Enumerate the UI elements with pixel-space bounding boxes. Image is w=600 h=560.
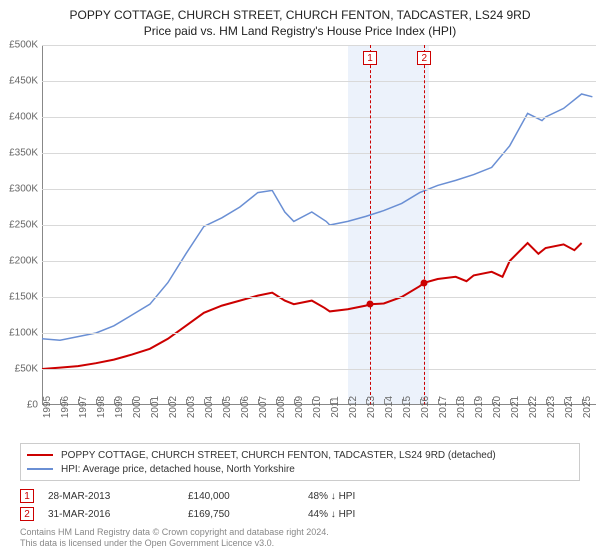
x-axis-label: 1997 bbox=[78, 396, 89, 418]
y-axis-label: £350K bbox=[9, 148, 38, 159]
sale-price: £140,000 bbox=[188, 491, 308, 502]
gridline bbox=[42, 81, 596, 82]
footer-copyright: Contains HM Land Registry data © Crown c… bbox=[20, 527, 580, 538]
x-axis-label: 2010 bbox=[312, 396, 323, 418]
x-axis-label: 2020 bbox=[492, 396, 503, 418]
x-axis-label: 2019 bbox=[474, 396, 485, 418]
x-axis-label: 2001 bbox=[150, 396, 161, 418]
sale-dot bbox=[421, 279, 428, 286]
sale-date: 28-MAR-2013 bbox=[48, 491, 188, 502]
y-axis-label: £250K bbox=[9, 220, 38, 231]
x-axis-label: 2018 bbox=[456, 396, 467, 418]
gridline bbox=[42, 45, 596, 46]
x-axis-label: 1998 bbox=[96, 396, 107, 418]
gridline bbox=[42, 369, 596, 370]
x-axis-label: 1996 bbox=[60, 396, 71, 418]
x-axis-label: 1999 bbox=[114, 396, 125, 418]
y-axis-label: £500K bbox=[9, 40, 38, 51]
x-axis-label: 1995 bbox=[42, 396, 53, 418]
x-axis-label: 2000 bbox=[132, 396, 143, 418]
legend-item: HPI: Average price, detached house, Nort… bbox=[27, 462, 573, 476]
plot-area: £0£50K£100K£150K£200K£250K£300K£350K£400… bbox=[42, 45, 596, 405]
x-axis-label: 2015 bbox=[402, 396, 413, 418]
gridline bbox=[42, 225, 596, 226]
sale-marker-index: 2 bbox=[417, 51, 431, 65]
legend-item: POPPY COTTAGE, CHURCH STREET, CHURCH FEN… bbox=[27, 448, 573, 462]
y-axis-label: £300K bbox=[9, 184, 38, 195]
x-axis-label: 2003 bbox=[186, 396, 197, 418]
gridline bbox=[42, 117, 596, 118]
legend-label: HPI: Average price, detached house, Nort… bbox=[61, 464, 295, 475]
x-axis-label: 2007 bbox=[258, 396, 269, 418]
x-axis-label: 2006 bbox=[240, 396, 251, 418]
title-block: POPPY COTTAGE, CHURCH STREET, CHURCH FEN… bbox=[0, 0, 600, 45]
sales-table: 1 28-MAR-2013£140,00048% ↓ HPI 2 31-MAR-201… bbox=[20, 487, 580, 523]
sale-marker-index: 1 bbox=[363, 51, 377, 65]
x-axis-label: 2011 bbox=[330, 396, 341, 418]
gridline bbox=[42, 153, 596, 154]
chart-container: POPPY COTTAGE, CHURCH STREET, CHURCH FEN… bbox=[0, 0, 600, 560]
gridline bbox=[42, 261, 596, 262]
x-axis-label: 2021 bbox=[510, 396, 521, 418]
legend: POPPY COTTAGE, CHURCH STREET, CHURCH FEN… bbox=[20, 443, 580, 481]
sale-marker-line bbox=[370, 45, 371, 405]
y-axis-label: £50K bbox=[15, 364, 38, 375]
x-axis-labels: 1995199619971998199920002001200220032004… bbox=[42, 405, 596, 439]
x-axis-label: 2012 bbox=[348, 396, 359, 418]
x-axis-label: 2008 bbox=[276, 396, 287, 418]
table-row: 2 31-MAR-2016£169,75044% ↓ HPI bbox=[20, 505, 580, 523]
x-axis-label: 2016 bbox=[420, 396, 431, 418]
x-axis-label: 2024 bbox=[564, 396, 575, 418]
gridline bbox=[42, 189, 596, 190]
footer-licence: This data is licensed under the Open Gov… bbox=[20, 538, 580, 549]
x-axis-label: 2022 bbox=[528, 396, 539, 418]
chart-subtitle: Price paid vs. HM Land Registry's House … bbox=[10, 24, 590, 40]
y-axis-label: £100K bbox=[9, 328, 38, 339]
sale-index-box: 2 bbox=[20, 507, 34, 521]
gridline bbox=[42, 297, 596, 298]
x-axis-label: 2014 bbox=[384, 396, 395, 418]
sale-marker-line bbox=[424, 45, 425, 405]
x-axis-label: 2005 bbox=[222, 396, 233, 418]
chart-footer: Contains HM Land Registry data © Crown c… bbox=[20, 527, 580, 550]
sale-price: £169,750 bbox=[188, 509, 308, 520]
legend-swatch bbox=[27, 468, 53, 470]
y-axis-label: £150K bbox=[9, 292, 38, 303]
sale-delta: 44% ↓ HPI bbox=[308, 509, 428, 520]
y-axis-label: £0 bbox=[27, 400, 38, 411]
sale-date: 31-MAR-2016 bbox=[48, 509, 188, 520]
sale-delta: 48% ↓ HPI bbox=[308, 491, 428, 502]
x-axis-label: 2023 bbox=[546, 396, 557, 418]
x-axis-label: 2013 bbox=[366, 396, 377, 418]
sale-dot bbox=[367, 301, 374, 308]
chart-title-address: POPPY COTTAGE, CHURCH STREET, CHURCH FEN… bbox=[10, 8, 590, 24]
y-axis-label: £400K bbox=[9, 112, 38, 123]
sale-index-box: 1 bbox=[20, 489, 34, 503]
x-axis-label: 2004 bbox=[204, 396, 215, 418]
table-row: 1 28-MAR-2013£140,00048% ↓ HPI bbox=[20, 487, 580, 505]
legend-swatch bbox=[27, 454, 53, 456]
gridline bbox=[42, 333, 596, 334]
x-axis-label: 2002 bbox=[168, 396, 179, 418]
x-axis-label: 2009 bbox=[294, 396, 305, 418]
legend-label: POPPY COTTAGE, CHURCH STREET, CHURCH FEN… bbox=[61, 450, 496, 461]
x-axis-label: 2017 bbox=[438, 396, 449, 418]
x-axis-label: 2025 bbox=[582, 396, 593, 418]
y-axis-label: £200K bbox=[9, 256, 38, 267]
y-axis-label: £450K bbox=[9, 76, 38, 87]
